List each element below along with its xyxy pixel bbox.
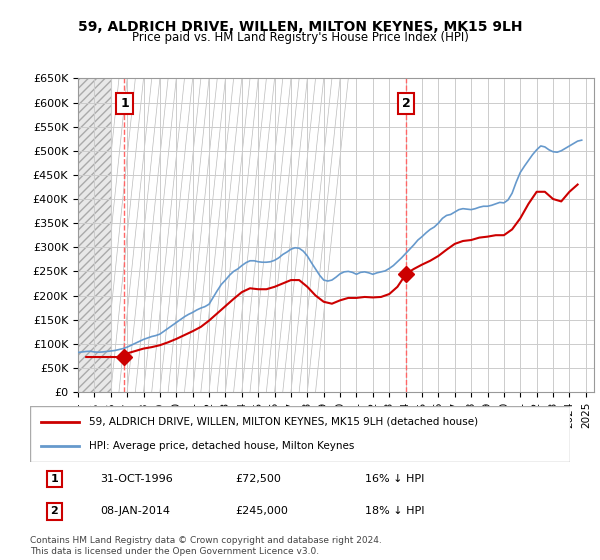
Text: 1: 1 xyxy=(120,97,129,110)
Text: £245,000: £245,000 xyxy=(235,506,288,516)
FancyBboxPatch shape xyxy=(30,406,570,462)
Text: 16% ↓ HPI: 16% ↓ HPI xyxy=(365,474,424,484)
Text: 18% ↓ HPI: 18% ↓ HPI xyxy=(365,506,424,516)
Text: 31-OCT-1996: 31-OCT-1996 xyxy=(100,474,173,484)
Text: 2: 2 xyxy=(50,506,58,516)
Bar xyxy=(78,78,111,392)
Text: £72,500: £72,500 xyxy=(235,474,281,484)
Text: Contains HM Land Registry data © Crown copyright and database right 2024.
This d: Contains HM Land Registry data © Crown c… xyxy=(30,536,382,556)
Text: HPI: Average price, detached house, Milton Keynes: HPI: Average price, detached house, Milt… xyxy=(89,441,355,451)
Bar xyxy=(78,78,111,392)
Text: 59, ALDRICH DRIVE, WILLEN, MILTON KEYNES, MK15 9LH (detached house): 59, ALDRICH DRIVE, WILLEN, MILTON KEYNES… xyxy=(89,417,479,427)
Text: 59, ALDRICH DRIVE, WILLEN, MILTON KEYNES, MK15 9LH: 59, ALDRICH DRIVE, WILLEN, MILTON KEYNES… xyxy=(78,20,522,34)
Text: 08-JAN-2014: 08-JAN-2014 xyxy=(100,506,170,516)
Text: Price paid vs. HM Land Registry's House Price Index (HPI): Price paid vs. HM Land Registry's House … xyxy=(131,31,469,44)
Text: 1: 1 xyxy=(50,474,58,484)
Text: 2: 2 xyxy=(402,97,410,110)
